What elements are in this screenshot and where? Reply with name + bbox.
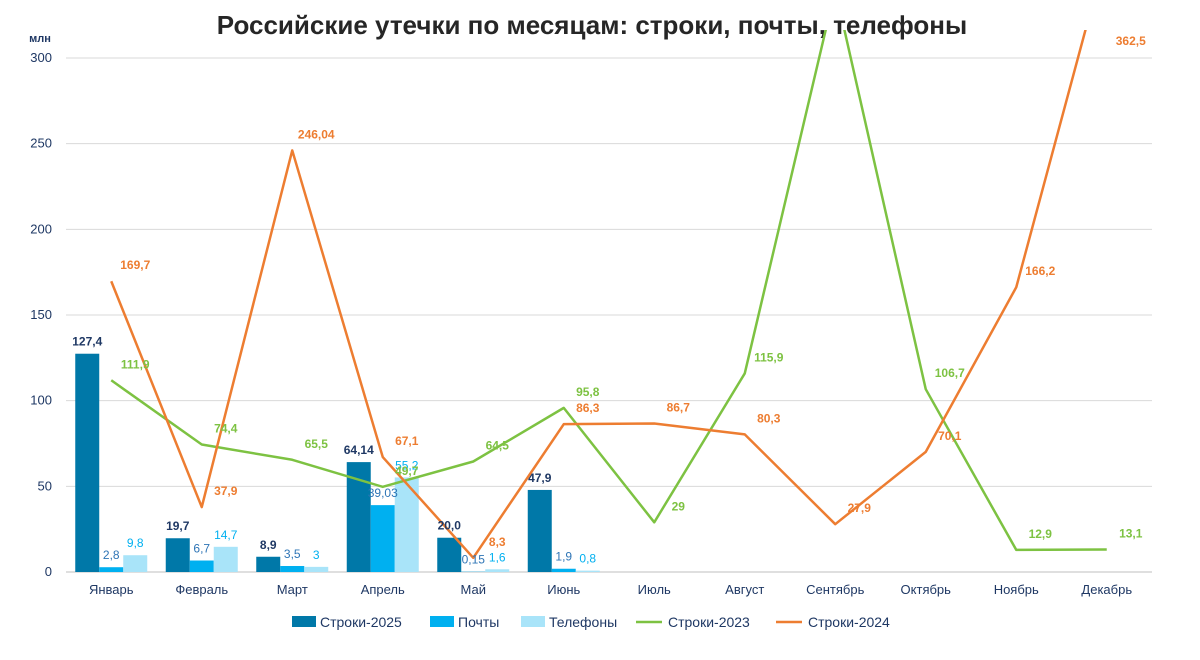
bar xyxy=(528,490,552,572)
line-data-label: 86,7 xyxy=(667,400,691,414)
bar xyxy=(166,538,190,572)
bar xyxy=(75,354,99,572)
bar xyxy=(190,561,214,572)
bar-data-label: 39,03 xyxy=(368,486,398,500)
line-data-label: 166,2 xyxy=(1025,264,1055,278)
bar xyxy=(304,567,328,572)
bar-data-label: 8,9 xyxy=(260,538,277,552)
lines xyxy=(111,0,1107,558)
y-tick-label: 100 xyxy=(30,393,52,408)
line-data-label: 12,9 xyxy=(1029,527,1053,541)
bar xyxy=(214,547,238,572)
bar xyxy=(437,538,461,572)
line-data-label: 362,5 xyxy=(1116,34,1146,48)
x-tick-label: Февраль xyxy=(175,582,228,597)
y-tick-label: 150 xyxy=(30,307,52,322)
bar-data-label: 2,8 xyxy=(103,548,120,562)
line-data-label: 95,8 xyxy=(576,385,600,399)
line-data-label: 106,7 xyxy=(935,366,965,380)
line-data-label: 86,3 xyxy=(576,401,600,415)
bar xyxy=(371,505,395,572)
x-tick-label: Август xyxy=(725,582,764,597)
line-data-label: 49,7 xyxy=(395,464,419,478)
legend-label: Строки-2024 xyxy=(808,614,890,630)
bar xyxy=(123,555,147,572)
y-tick-label: 50 xyxy=(38,478,52,493)
legend-swatch xyxy=(292,616,316,627)
line-data-label: 74,4 xyxy=(214,422,238,436)
bar-data-label: 1,9 xyxy=(555,550,572,564)
x-axis-ticks: Январь Февраль Март Апрель Май Июнь Июль Август… xyxy=(89,582,1132,597)
bar-data-label: 19,7 xyxy=(166,519,190,533)
x-tick-label: Июнь xyxy=(547,582,580,597)
bar-data-label: 9,8 xyxy=(127,536,144,550)
legend-label: Почты xyxy=(458,614,499,630)
x-tick-label: Сентябрь xyxy=(806,582,864,597)
y-axis-ticks: 0 50 100 150 200 250 300 xyxy=(30,50,52,579)
bar xyxy=(485,569,509,572)
y-tick-label: 200 xyxy=(30,221,52,236)
bar-data-label: 0,15 xyxy=(462,553,486,567)
x-tick-label: Март xyxy=(277,582,308,597)
x-tick-label: Январь xyxy=(89,582,134,597)
line-data-label: 65,5 xyxy=(305,437,329,451)
line-data-label: 246,04 xyxy=(298,127,335,141)
series-line xyxy=(111,0,1107,558)
bar xyxy=(99,567,123,572)
legend-swatch xyxy=(430,616,454,627)
bar-data-label: 127,4 xyxy=(72,335,102,349)
legend-label: Строки-2025 xyxy=(320,614,402,630)
line-data-label: 70,1 xyxy=(938,429,962,443)
line-data-label: 67,1 xyxy=(395,434,419,448)
legend: Строки-2025 Почты Телефоны Строки-2023 Строк… xyxy=(292,614,890,630)
y-tick-label: 0 xyxy=(45,564,52,579)
chart-title: Российские утечки по месяцам: строки, по… xyxy=(217,10,967,40)
bar-data-label: 1,6 xyxy=(489,550,506,564)
legend-label: Строки-2023 xyxy=(668,614,750,630)
bar-data-label: 3,5 xyxy=(284,547,301,561)
bar xyxy=(256,557,280,572)
legend-label: Телефоны xyxy=(549,614,617,630)
line-data-label: 169,7 xyxy=(120,258,150,272)
bar xyxy=(280,566,304,572)
legend-swatch xyxy=(521,616,545,627)
line-data-label: 29 xyxy=(672,499,686,513)
line-data-label: 8,3 xyxy=(489,535,506,549)
x-tick-label: Апрель xyxy=(361,582,405,597)
bar xyxy=(576,571,600,572)
line-data-label: 111,9 xyxy=(121,357,150,371)
line-data-label: 80,3 xyxy=(757,411,781,425)
line-data-label: 64,5 xyxy=(486,438,510,452)
y-tick-label: 250 xyxy=(30,136,52,151)
bar-data-label: 0,8 xyxy=(579,552,596,566)
x-tick-label: Декабрь xyxy=(1081,582,1132,597)
line-data-label: 115,9 xyxy=(754,350,784,364)
line-data-label: 37,9 xyxy=(214,484,238,498)
x-tick-label: Ноябрь xyxy=(994,582,1039,597)
x-tick-label: Июль xyxy=(638,582,671,597)
bar-data-label: 14,7 xyxy=(214,528,238,542)
y-tick-label: 300 xyxy=(30,50,52,65)
y-axis-label: млн xyxy=(29,33,51,45)
x-tick-label: Май xyxy=(461,582,486,597)
bar-data-label: 3 xyxy=(313,548,320,562)
bar-data-label: 64,14 xyxy=(344,443,374,457)
bar-data-label: 20,0 xyxy=(438,519,462,533)
line-data-label: 13,1 xyxy=(1119,527,1143,541)
bar-data-label: 6,7 xyxy=(193,542,210,556)
bar xyxy=(552,569,576,572)
x-tick-label: Октябрь xyxy=(901,582,952,597)
line-data-label: 27,9 xyxy=(848,501,872,515)
bar-data-label: 47,9 xyxy=(528,471,552,485)
